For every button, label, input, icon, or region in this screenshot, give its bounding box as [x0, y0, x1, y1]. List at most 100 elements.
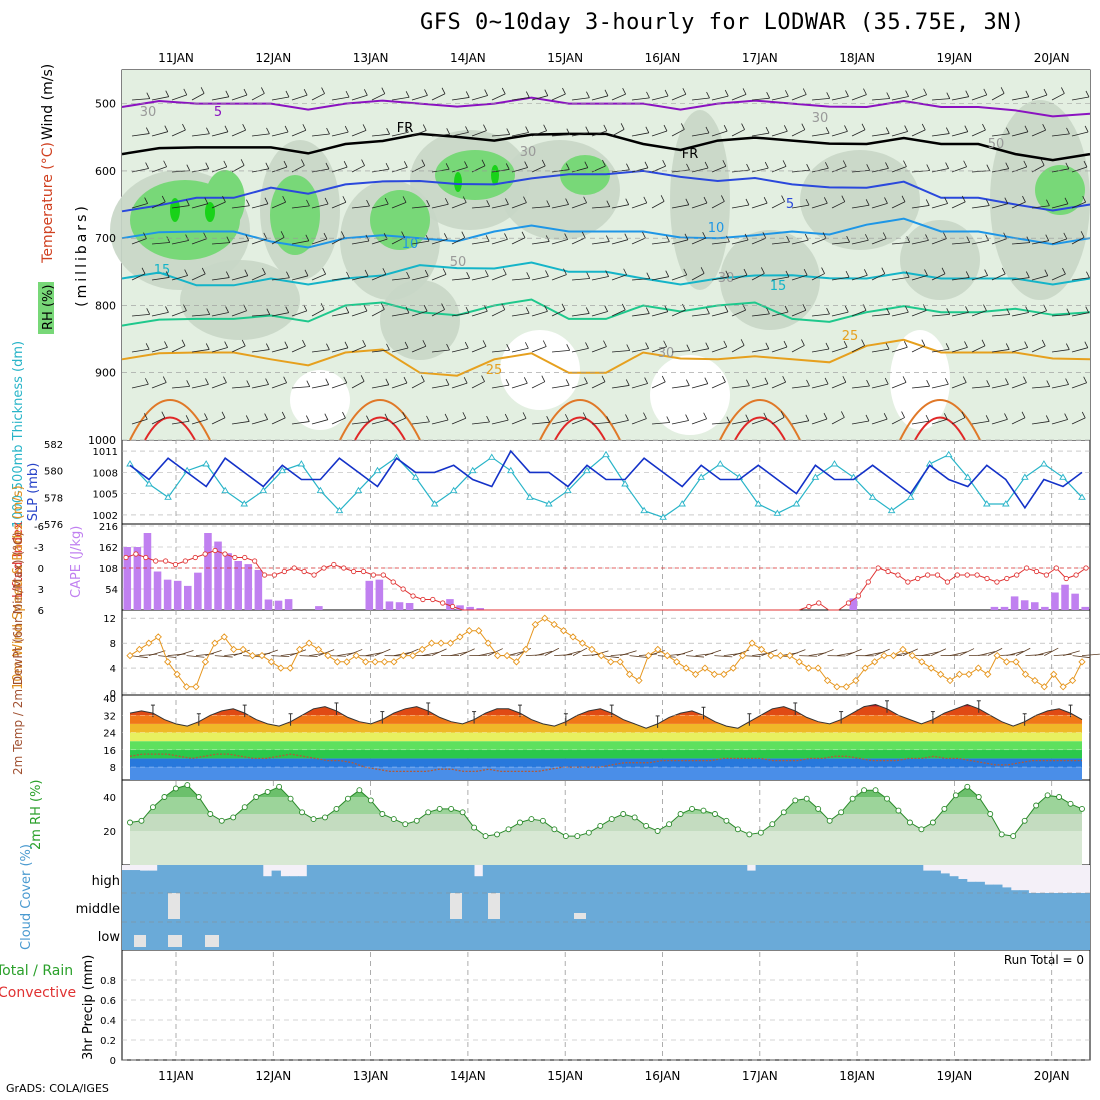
- wind-barb: [791, 345, 805, 353]
- wind10-marker: [1078, 658, 1086, 666]
- dewpt-line: [129, 753, 1082, 773]
- wind-barb: [851, 310, 867, 317]
- wind-barb-flag: [564, 233, 569, 240]
- cloud-high-bar: [878, 865, 889, 893]
- wind-barb-flag: [481, 375, 485, 382]
- wind10-marker: [993, 651, 1001, 660]
- cape-bar: [234, 561, 242, 610]
- wind-barb-flag: [346, 271, 350, 279]
- wind-barb: [131, 238, 147, 245]
- cape-bar: [133, 547, 142, 610]
- wind10-marker: [192, 683, 200, 691]
- wind10-marker: [399, 651, 407, 660]
- wind10-barb: [846, 648, 862, 656]
- wind-barb-flag: [905, 271, 910, 278]
- wind-barb: [831, 417, 845, 425]
- x-tick-label-bottom: 17JAN: [742, 1069, 778, 1083]
- wind-barb-flag: [661, 375, 666, 383]
- wind-barb-flag: [801, 123, 806, 130]
- wind-barb: [1071, 347, 1088, 353]
- wind-barb: [931, 168, 949, 173]
- wind-barb-flag: [464, 161, 468, 168]
- thickness-marker: [278, 466, 287, 474]
- wind-barb-flag: [585, 126, 590, 133]
- cloud-high-bar: [509, 865, 519, 893]
- wind-barb-flag: [445, 378, 450, 386]
- wind-barb-flag: [300, 159, 305, 166]
- rh2m-marker: [803, 795, 810, 802]
- temp-band: [130, 704, 1082, 707]
- wind-barb-flag: [526, 272, 531, 279]
- wind-barb: [771, 276, 790, 281]
- wind-barb-flag: [726, 235, 730, 243]
- wind-barb-flag: [344, 125, 349, 133]
- wind-barb: [751, 97, 770, 101]
- cloud-high-bar: [359, 865, 369, 893]
- wind-barb: [771, 381, 786, 389]
- li-tick-label: -6: [34, 522, 44, 533]
- wind-barb-flag: [842, 160, 847, 167]
- wind-barb-flag: [1042, 123, 1047, 131]
- temp-contour-35: [144, 416, 196, 441]
- thickness-marker: [316, 486, 325, 494]
- wind-barb-flag: [182, 123, 186, 131]
- cloud-high-bar: [306, 865, 317, 893]
- wind-barb: [271, 277, 290, 281]
- y-tick-label: 800: [95, 299, 116, 312]
- cloud-high-bar: [834, 865, 845, 893]
- cape-bar: [456, 605, 464, 610]
- wind10-marker: [786, 651, 794, 660]
- wind-barb: [451, 417, 467, 425]
- wind10-marker: [446, 639, 455, 647]
- thickness-tick-label: 578: [44, 493, 63, 504]
- wind-barb-flag: [545, 270, 549, 277]
- li-marker: [370, 572, 377, 578]
- li-marker: [974, 572, 980, 578]
- cloud-high-bar: [579, 865, 589, 893]
- wind-barb-flag: [282, 195, 287, 203]
- rh2m-marker: [929, 819, 936, 826]
- wind10-marker: [597, 651, 605, 660]
- rh-shading-green: [370, 190, 430, 250]
- li-marker: [252, 558, 258, 564]
- rh2m-marker: [367, 797, 374, 804]
- wind10-marker: [720, 670, 728, 678]
- wind-barb: [1031, 345, 1046, 353]
- wind-barb-flag: [244, 269, 249, 276]
- wind-barb: [531, 421, 550, 425]
- wind-barb-flag: [981, 339, 986, 346]
- cape-bar: [194, 572, 202, 610]
- wind10-barb: [620, 650, 637, 656]
- wind-barb: [451, 382, 468, 389]
- wind-barb-flag: [245, 415, 250, 422]
- wind-barb-flag: [1041, 339, 1046, 347]
- wind-barb: [571, 313, 590, 317]
- wind-barb: [351, 345, 366, 353]
- wind-barb-flag: [584, 377, 588, 384]
- wind-barb-flag: [424, 269, 429, 277]
- wind-barb-flag: [904, 125, 909, 132]
- wind-barb-flag: [845, 270, 850, 278]
- wind10-marker: [927, 664, 935, 672]
- wind-barb-flag: [404, 341, 409, 349]
- cloud-high-bar: [271, 870, 281, 893]
- cape-tick-label: 54: [105, 585, 118, 596]
- wind-barb: [351, 205, 370, 209]
- wind-barb-flag: [581, 231, 586, 239]
- wind-barb: [591, 130, 607, 137]
- thickness-marker: [430, 500, 439, 507]
- wind-barb-flag: [782, 375, 787, 383]
- cloud-high-bar: [280, 876, 290, 893]
- wind-barb-flag: [523, 196, 527, 203]
- wind-barb-flag: [886, 308, 890, 315]
- thickness-marker: [507, 466, 515, 474]
- wind-barb-flag: [506, 128, 511, 135]
- wind-barb: [891, 166, 907, 173]
- wind-barb-flag: [445, 163, 450, 170]
- wind-barb: [511, 347, 529, 353]
- wind-barb-flag: [146, 308, 151, 315]
- li-marker: [281, 568, 287, 575]
- temp-band: [130, 715, 1082, 724]
- wind-barb-flag: [306, 199, 310, 207]
- wind-barb: [291, 205, 310, 209]
